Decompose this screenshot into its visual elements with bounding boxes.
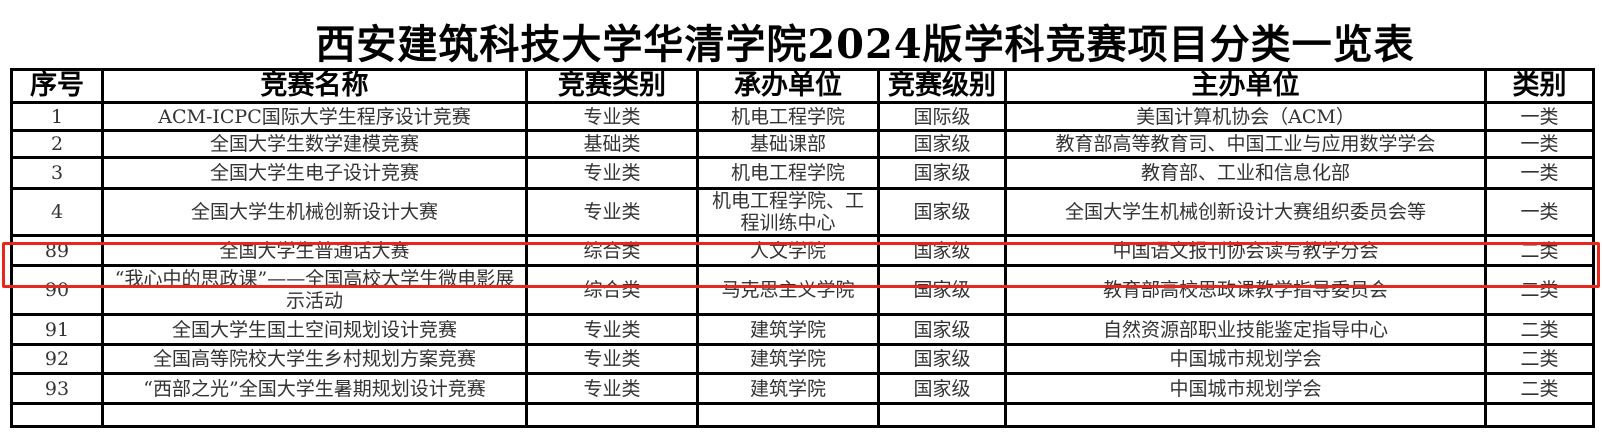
cell-empty bbox=[1004, 402, 1487, 428]
page-title: 西安建筑科技大学华清学院2024版学科竞赛项目分类一览表 bbox=[315, 21, 1415, 68]
table-row: 92 全国高等院校大学生乡村规划方案竞赛 专业类 建筑学院 国家级 中国城市规划学会 二类 bbox=[10, 343, 1595, 375]
cell-name: 全国高等院校大学生乡村规划方案竞赛 bbox=[101, 343, 528, 375]
cell-class: 一类 bbox=[1484, 101, 1595, 132]
cell-category: 专业类 bbox=[525, 156, 699, 190]
cell-index: 4 bbox=[10, 187, 104, 237]
cell-category: 基础类 bbox=[525, 129, 699, 159]
cell-name: 全国大学生机械创新设计大赛 bbox=[101, 187, 528, 237]
cell-name: 全国大学生国土空间规划设计竞赛 bbox=[101, 313, 528, 346]
cell-host: 马克思主义学院 bbox=[696, 264, 880, 316]
cell-empty bbox=[525, 402, 699, 428]
cell-level: 国家级 bbox=[877, 372, 1007, 405]
table-row: 4 全国大学生机械创新设计大赛 专业类 机电工程学院、工程训练中心 国家级 全国大学生机械… bbox=[10, 187, 1595, 237]
table-row-partial bbox=[10, 402, 1595, 428]
cell-category: 专业类 bbox=[525, 313, 699, 346]
cell-empty bbox=[877, 402, 1007, 428]
cell-host: 建筑学院 bbox=[696, 372, 880, 405]
cell-organizer: 中国城市规划学会 bbox=[1004, 372, 1487, 405]
cell-name: “我心中的思政课”——全国高校大学生微电影展示活动 bbox=[101, 264, 528, 316]
cell-organizer: 中国城市规划学会 bbox=[1004, 343, 1487, 375]
cell-level: 国际级 bbox=[877, 101, 1007, 132]
cell-class: 二类 bbox=[1484, 343, 1595, 375]
cell-empty bbox=[696, 402, 880, 428]
cell-name: 全国大学生普通话大赛 bbox=[101, 234, 528, 267]
cell-name: “西部之光”全国大学生暑期规划设计竞赛 bbox=[101, 372, 528, 405]
cell-index: 3 bbox=[10, 156, 104, 190]
cell-category: 专业类 bbox=[525, 372, 699, 405]
cell-level: 国家级 bbox=[877, 313, 1007, 346]
cell-host: 基础课部 bbox=[696, 129, 880, 159]
header-category: 竞赛类别 bbox=[525, 68, 699, 104]
cell-organizer: 美国计算机协会（ACM） bbox=[1004, 101, 1487, 132]
table-header-row: 序号 竞赛名称 竞赛类别 承办单位 竞赛级别 主办单位 类别 bbox=[10, 68, 1595, 104]
cell-index: 91 bbox=[10, 313, 104, 346]
cell-category: 综合类 bbox=[525, 234, 699, 267]
cell-name: 全国大学生数学建模竞赛 bbox=[101, 129, 528, 159]
cell-index: 2 bbox=[10, 129, 104, 159]
cell-index: 1 bbox=[10, 101, 104, 132]
table-row: 90 “我心中的思政课”——全国高校大学生微电影展示活动 综合类 马克思主义学院 国家级… bbox=[10, 264, 1595, 316]
cell-host: 机电工程学院 bbox=[696, 101, 880, 132]
header-organizer: 主办单位 bbox=[1004, 68, 1487, 104]
header-class: 类别 bbox=[1484, 68, 1595, 104]
cell-host: 建筑学院 bbox=[696, 343, 880, 375]
cell-name: 全国大学生电子设计竞赛 bbox=[101, 156, 528, 190]
cell-empty bbox=[101, 402, 528, 428]
cell-class: 一类 bbox=[1484, 156, 1595, 190]
cell-organizer: 教育部高校思政课教学指导委员会 bbox=[1004, 264, 1487, 316]
cell-class: 二类 bbox=[1484, 234, 1595, 267]
table-row: 93 “西部之光”全国大学生暑期规划设计竞赛 专业类 建筑学院 国家级 中国城市规划学会二… bbox=[10, 372, 1595, 405]
cell-organizer: 中国语文报刊协会读写教学分会 bbox=[1004, 234, 1487, 267]
cell-empty bbox=[1484, 402, 1595, 428]
table-row: 2 全国大学生数学建模竞赛 基础类 基础课部 国家级 教育部高等教育司、中国工业与应用数学… bbox=[10, 129, 1595, 159]
header-level: 竞赛级别 bbox=[877, 68, 1007, 104]
cell-class: 一类 bbox=[1484, 129, 1595, 159]
cell-index: 92 bbox=[10, 343, 104, 375]
cell-host: 机电工程学院 bbox=[696, 156, 880, 190]
cell-host: 建筑学院 bbox=[696, 313, 880, 346]
table-row: 91 全国大学生国土空间规划设计竞赛 专业类 建筑学院 国家级 自然资源部职业技能鉴定指导… bbox=[10, 313, 1595, 346]
cell-organizer: 自然资源部职业技能鉴定指导中心 bbox=[1004, 313, 1487, 346]
cell-name: ACM-ICPC国际大学生程序设计竞赛 bbox=[101, 101, 528, 132]
cell-level: 国家级 bbox=[877, 234, 1007, 267]
cell-level: 国家级 bbox=[877, 187, 1007, 237]
table-row: 3 全国大学生电子设计竞赛 专业类 机电工程学院 国家级 教育部、工业和信息化部 一类 bbox=[10, 156, 1595, 190]
header-index: 序号 bbox=[10, 68, 104, 104]
cell-index: 89 bbox=[10, 234, 104, 267]
competition-table: 序号 竞赛名称 竞赛类别 承办单位 竞赛级别 主办单位 类别 1 ACM-ICPC… bbox=[10, 68, 1595, 428]
cell-category: 专业类 bbox=[525, 101, 699, 132]
cell-host: 人文学院 bbox=[696, 234, 880, 267]
cell-level: 国家级 bbox=[877, 129, 1007, 159]
cell-organizer: 全国大学生机械创新设计大赛组织委员会等 bbox=[1004, 187, 1487, 237]
cell-level: 国家级 bbox=[877, 156, 1007, 190]
cell-organizer: 教育部、工业和信息化部 bbox=[1004, 156, 1487, 190]
header-host: 承办单位 bbox=[696, 68, 880, 104]
cell-host: 机电工程学院、工程训练中心 bbox=[696, 187, 880, 237]
cell-category: 综合类 bbox=[525, 264, 699, 316]
cell-level: 国家级 bbox=[877, 343, 1007, 375]
cell-class: 一类 bbox=[1484, 187, 1595, 237]
cell-index: 90 bbox=[10, 264, 104, 316]
cell-class: 二类 bbox=[1484, 264, 1595, 316]
cell-index: 93 bbox=[10, 372, 104, 405]
cell-level: 国家级 bbox=[877, 264, 1007, 316]
table-row: 1 ACM-ICPC国际大学生程序设计竞赛 专业类 机电工程学院 国际级 美国计算机协会（… bbox=[10, 101, 1595, 132]
cell-organizer: 教育部高等教育司、中国工业与应用数学学会 bbox=[1004, 129, 1487, 159]
cell-empty bbox=[10, 402, 104, 428]
table-row: 89 全国大学生普通话大赛 综合类 人文学院 国家级 中国语文报刊协会读写教学分会 二类 bbox=[10, 234, 1595, 267]
header-name: 竞赛名称 bbox=[101, 68, 528, 104]
cell-class: 二类 bbox=[1484, 372, 1595, 405]
cell-category: 专业类 bbox=[525, 343, 699, 375]
cell-category: 专业类 bbox=[525, 187, 699, 237]
cell-class: 二类 bbox=[1484, 313, 1595, 346]
